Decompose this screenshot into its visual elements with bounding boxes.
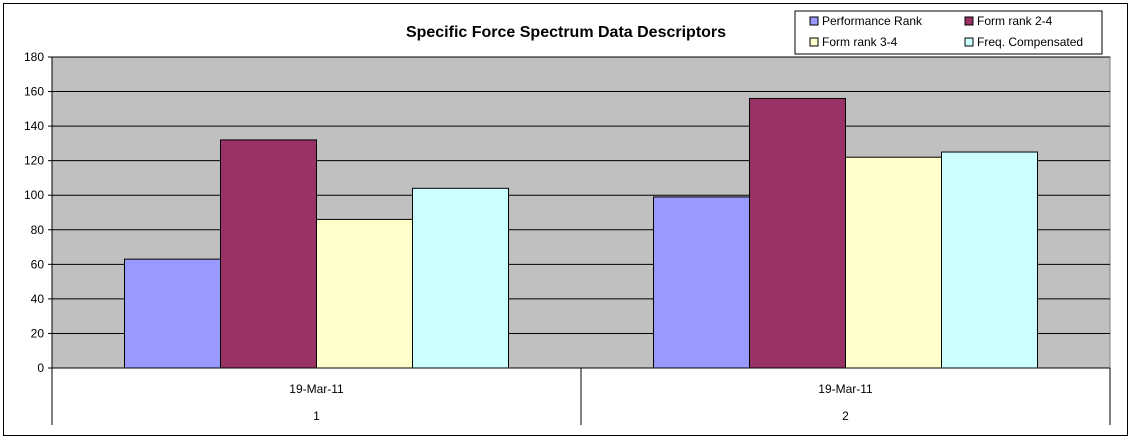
x-date-label: 19-Mar-11 <box>818 382 873 396</box>
bar-freq-compensated-1 <box>412 187 509 369</box>
y-axis: 0 20 40 60 80 100 120 140 160 180 <box>24 50 53 375</box>
bars <box>124 97 1038 369</box>
y-tick-label: 120 <box>24 154 44 168</box>
bar-performance-rank-2 <box>653 196 750 369</box>
bar-form-rank-3-4-1 <box>316 218 413 369</box>
bar-form-rank-3-4-2 <box>845 156 942 369</box>
x-axis: 19-Mar-11 1 19-Mar-11 2 <box>51 367 1111 425</box>
legend-swatch <box>964 37 974 47</box>
chart-title: Specific Force Spectrum Data Descriptors <box>406 24 726 41</box>
y-tick-label: 0 <box>37 361 44 375</box>
x-date-label: 19-Mar-11 <box>289 382 344 396</box>
bar-form-rank-2-4-1 <box>220 139 317 369</box>
x-category-label: 2 <box>842 409 849 423</box>
y-tick-label: 20 <box>31 326 45 340</box>
legend-swatch <box>809 16 819 26</box>
legend-label: Form rank 3-4 <box>822 35 898 49</box>
y-tick-label: 60 <box>31 257 45 271</box>
legend-label: Freq. Compensated <box>977 35 1083 49</box>
legend-box <box>794 10 1103 55</box>
y-tick-label: 40 <box>31 292 45 306</box>
y-tick-label: 140 <box>24 119 44 133</box>
y-tick-label: 80 <box>31 223 45 237</box>
y-tick-label: 100 <box>24 188 44 202</box>
legend-swatch <box>809 37 819 47</box>
bar-performance-rank-1 <box>124 258 221 369</box>
y-tick-label: 180 <box>24 50 44 64</box>
legend-label: Performance Rank <box>822 14 923 28</box>
legend-label: Form rank 2-4 <box>977 14 1053 28</box>
bar-form-rank-2-4-2 <box>749 97 846 369</box>
legend: Performance Rank Form rank 2-4 Form rank 3… <box>794 10 1103 55</box>
y-tick-label: 160 <box>24 85 44 99</box>
x-category-label: 1 <box>313 409 320 423</box>
legend-swatch <box>964 16 974 26</box>
bar-freq-compensated-2 <box>941 151 1038 369</box>
